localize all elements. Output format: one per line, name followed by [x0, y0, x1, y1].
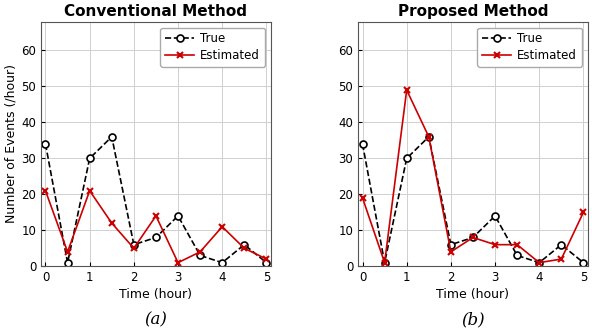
Estimated: [469, 235, 477, 239]
True: [197, 253, 204, 257]
Estimated: [491, 243, 498, 247]
Title: Proposed Method: Proposed Method: [398, 4, 548, 19]
Legend: True, Estimated: True, Estimated: [477, 28, 582, 67]
True: [580, 261, 587, 265]
True: [558, 243, 565, 247]
True: [514, 253, 521, 257]
True: [218, 261, 226, 265]
Line: Estimated: Estimated: [42, 187, 270, 266]
Line: True: True: [359, 133, 587, 266]
True: [359, 142, 366, 146]
Estimated: [381, 261, 388, 265]
Title: Conventional Method: Conventional Method: [65, 4, 247, 19]
True: [130, 243, 137, 247]
True: [64, 261, 71, 265]
Estimated: [130, 246, 137, 250]
True: [425, 135, 432, 139]
True: [403, 156, 410, 160]
Estimated: [218, 225, 226, 229]
True: [448, 243, 455, 247]
Estimated: [197, 250, 204, 254]
Legend: True, Estimated: True, Estimated: [160, 28, 265, 67]
Estimated: [558, 257, 565, 261]
Estimated: [241, 246, 248, 250]
Estimated: [514, 243, 521, 247]
Estimated: [263, 257, 270, 261]
Estimated: [108, 221, 115, 225]
True: [381, 261, 388, 265]
True: [491, 214, 498, 218]
True: [42, 142, 49, 146]
Estimated: [175, 261, 182, 265]
Line: Estimated: Estimated: [359, 87, 587, 266]
Estimated: [42, 189, 49, 193]
True: [536, 261, 543, 265]
Text: (a): (a): [144, 312, 168, 329]
True: [263, 261, 270, 265]
True: [108, 135, 115, 139]
Estimated: [580, 210, 587, 214]
Estimated: [448, 250, 455, 254]
X-axis label: Time (hour): Time (hour): [120, 288, 192, 301]
Estimated: [425, 135, 432, 139]
True: [175, 214, 182, 218]
Text: (b): (b): [461, 312, 485, 329]
X-axis label: Time (hour): Time (hour): [436, 288, 510, 301]
Line: True: True: [42, 133, 270, 266]
Estimated: [536, 261, 543, 265]
Y-axis label: Number of Events (/hour): Number of Events (/hour): [4, 64, 17, 223]
Estimated: [359, 196, 366, 200]
Estimated: [86, 189, 93, 193]
Estimated: [403, 88, 410, 92]
Estimated: [64, 250, 71, 254]
True: [152, 235, 159, 239]
True: [241, 243, 248, 247]
True: [469, 235, 477, 239]
Estimated: [152, 214, 159, 218]
True: [86, 156, 93, 160]
